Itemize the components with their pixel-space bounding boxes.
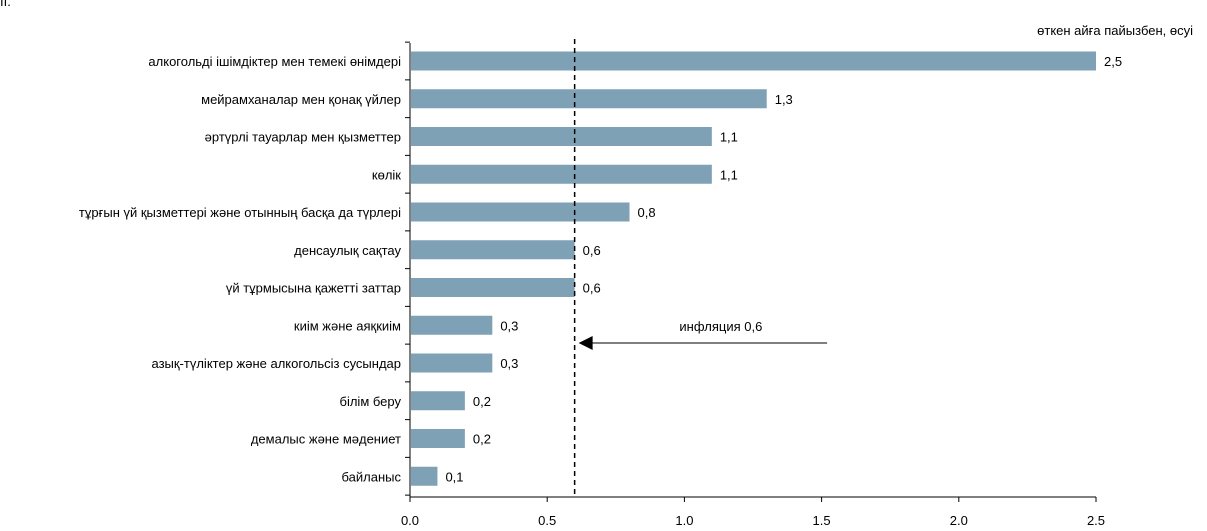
category-label: мейрамханалар мен қонақ үйлер <box>201 92 401 107</box>
value-label: 0,2 <box>473 432 491 447</box>
category-label: көлік <box>372 167 401 182</box>
bar <box>411 89 767 109</box>
x-tick-label: 1.0 <box>675 513 693 528</box>
category-label: алкогольді ішімдіктер мен темекі өнімдер… <box>148 54 401 69</box>
bar <box>411 202 630 222</box>
x-tick-label: 0.5 <box>538 513 556 528</box>
category-label: әртүрлі тауарлар мен қызметтер <box>205 130 401 145</box>
bar <box>411 164 712 184</box>
bar <box>411 278 575 297</box>
value-label: 0,2 <box>473 394 491 409</box>
value-label: 0,6 <box>583 281 601 296</box>
category-label: үй тұрмысына қажетті заттар <box>226 281 401 296</box>
value-label: 2,5 <box>1104 54 1122 69</box>
value-label: 0,6 <box>583 243 601 258</box>
value-label: 1,1 <box>720 167 738 182</box>
value-label: 1,3 <box>775 92 793 107</box>
unit-label: өткен айға пайызбен, өсуі <box>1037 23 1193 38</box>
corner-text: II. <box>0 0 11 9</box>
category-label: байланыс <box>342 469 402 484</box>
bar <box>411 466 438 486</box>
x-tick-label: 1.5 <box>813 513 831 528</box>
bar <box>411 240 575 260</box>
value-label: 0,3 <box>500 356 518 371</box>
inflation-arrow-head <box>578 336 593 350</box>
bar <box>411 353 493 373</box>
x-tick-label: 2.5 <box>1087 513 1105 528</box>
category-label: тұрғын үй қызметтері және отынның басқа … <box>79 205 401 220</box>
x-tick-label: 0.0 <box>401 513 419 528</box>
value-label: 0,1 <box>445 469 463 484</box>
category-label: азық-түліктер және алкогольсіз сусындар <box>151 356 401 371</box>
category-label: демалыс және мәдениет <box>251 432 401 447</box>
value-label: 0,8 <box>638 205 656 220</box>
inflation-annotation: инфляция 0,6 <box>679 319 762 334</box>
bar <box>411 315 493 335</box>
x-tick-label: 2.0 <box>950 513 968 528</box>
value-label: 1,1 <box>720 130 738 145</box>
category-label: денсаулық сақтау <box>294 243 401 258</box>
bar <box>411 127 712 146</box>
value-label: 0,3 <box>500 318 518 333</box>
bar <box>411 51 1096 71</box>
category-label: киім және аяқкиім <box>294 318 401 333</box>
category-label: білім беру <box>340 394 402 409</box>
bar <box>411 391 465 411</box>
bar <box>411 429 465 448</box>
